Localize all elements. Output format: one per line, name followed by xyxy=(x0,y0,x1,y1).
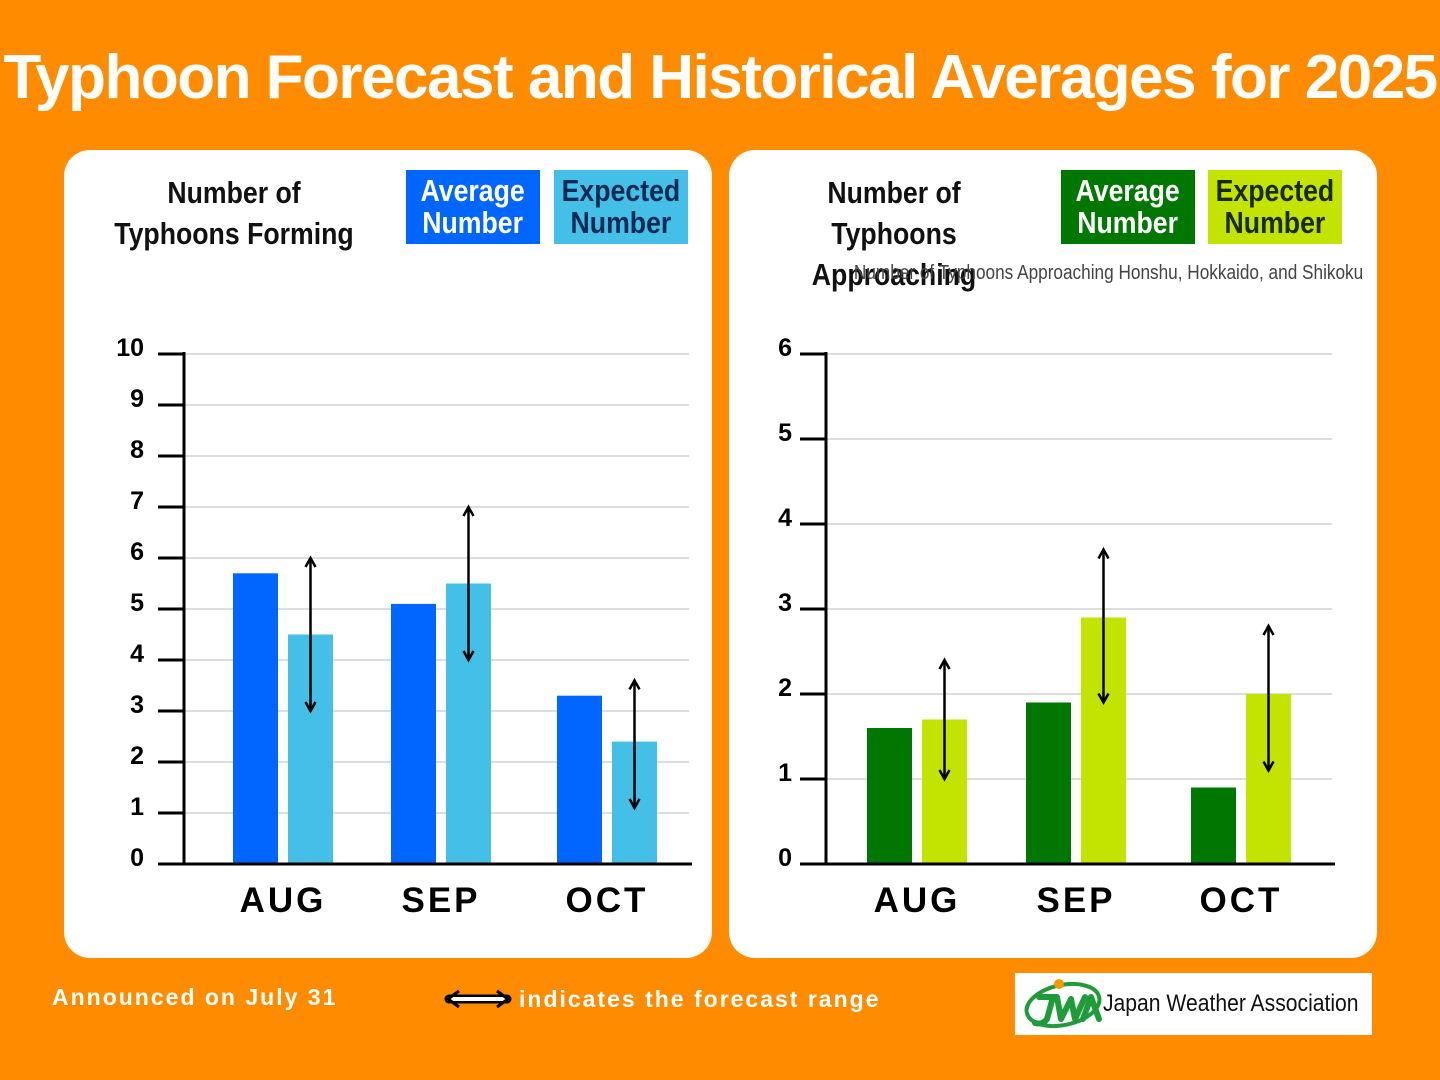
average-bar xyxy=(557,695,602,864)
y-tick-label: 10 xyxy=(116,334,144,362)
forming-chart-panel: Number of Typhoons Forming Average Numbe… xyxy=(64,150,712,958)
approaching-bar-chart: 0 1 2 3 4 5 6 AUG SEP OCT xyxy=(778,334,1335,920)
y-tick-label: 4 xyxy=(130,640,144,668)
forecast-range-head-bottom xyxy=(628,798,641,811)
average-bar xyxy=(391,603,436,864)
approaching-title-line1: Number of xyxy=(827,175,961,210)
legend-expected-forming-line2: Number xyxy=(570,205,672,240)
legend-average-forming-line1: Average xyxy=(420,173,526,208)
jwa-logo-text: Japan Weather Association xyxy=(1103,990,1359,1017)
average-bar xyxy=(1191,787,1236,864)
jwa-logo-icon xyxy=(1024,979,1102,1029)
forecast-range-note: indicates the forecast range xyxy=(519,986,881,1012)
approaching-chart-note: Number of Typhoons Approaching Honshu, H… xyxy=(853,262,1363,284)
average-bar xyxy=(867,728,912,864)
forecast-range-arrow xyxy=(1262,623,1275,774)
forecast-range-arrow xyxy=(1097,546,1110,706)
forecast-range-head-bottom xyxy=(1097,692,1110,706)
forecast-range-arrow xyxy=(938,657,951,782)
forecast-range-head-bottom xyxy=(304,701,317,714)
y-tick-label: 8 xyxy=(130,436,144,464)
y-tick-label: 6 xyxy=(130,538,144,566)
average-bar xyxy=(1026,702,1071,864)
forecast-range-head-top xyxy=(462,504,475,517)
y-tick-label: 0 xyxy=(778,844,792,872)
legend-average-forming-line2: Number xyxy=(422,205,524,240)
forming-chart-title: Number of Typhoons Forming xyxy=(114,172,355,254)
forming-title-line1: Number of xyxy=(167,175,301,210)
y-tick-label: 3 xyxy=(130,691,144,719)
legend-average-approaching-line1: Average xyxy=(1075,173,1181,208)
forecast-range-head-bottom xyxy=(1262,760,1275,774)
legend-expected-forming: Expected Number xyxy=(554,170,688,244)
y-tick-label: 0 xyxy=(130,844,144,872)
double-arrow-icon xyxy=(444,989,512,1009)
forming-title-line2: Typhoons Forming xyxy=(114,216,354,251)
forecast-range-head-top xyxy=(1097,546,1110,560)
legend-expected-approaching-line1: Expected xyxy=(1215,173,1335,208)
y-tick-label: 5 xyxy=(130,589,144,617)
x-category-label: OCT xyxy=(566,881,649,920)
y-tick-label: 5 xyxy=(778,419,792,447)
y-tick-label: 6 xyxy=(778,334,792,362)
legend-average-approaching-line2: Number xyxy=(1077,205,1179,240)
forecast-range-head-top xyxy=(628,677,641,691)
average-bar xyxy=(233,573,278,864)
forecast-range-arrow xyxy=(304,555,317,714)
forecast-range-arrow xyxy=(628,677,641,811)
y-tick-label: 1 xyxy=(778,759,792,787)
y-tick-label: 3 xyxy=(778,589,792,617)
approaching-chart-title: Number of Typhoons Approaching xyxy=(756,172,1033,295)
y-tick-label: 9 xyxy=(130,385,144,413)
legend-expected-approaching: Expected Number xyxy=(1208,170,1342,244)
y-tick-label: 1 xyxy=(130,793,144,821)
x-category-label: AUG xyxy=(874,881,961,920)
forming-bar-chart: 0 1 2 3 4 5 6 7 8 9 10 AUG SEP OCT xyxy=(116,334,692,920)
legend-average-forming: Average Number xyxy=(406,170,540,244)
announced-date: Announced on July 31 xyxy=(52,984,338,1010)
forecast-range-head-top xyxy=(1262,623,1275,636)
legend-expected-approaching-line2: Number xyxy=(1224,205,1326,240)
forecast-range-arrow xyxy=(462,504,475,663)
forecast-range-head-top xyxy=(304,555,317,568)
x-category-label: OCT xyxy=(1200,881,1283,920)
x-category-label: AUG xyxy=(240,881,327,920)
forecast-range-head-top xyxy=(938,657,951,670)
approaching-title-line2: Typhoons Approaching xyxy=(811,216,977,292)
approaching-chart-panel: Number of Typhoons Approaching Average N… xyxy=(729,150,1377,958)
legend-expected-forming-line1: Expected xyxy=(561,173,681,208)
forecast-range-head-bottom xyxy=(462,650,475,663)
forecast-range-head-bottom xyxy=(938,769,951,782)
y-tick-label: 7 xyxy=(130,487,144,515)
page-title: Typhoon Forecast and Historical Averages… xyxy=(3,43,1438,112)
y-tick-label: 4 xyxy=(778,504,792,532)
y-tick-label: 2 xyxy=(130,742,144,770)
y-tick-label: 2 xyxy=(778,674,792,702)
x-category-label: SEP xyxy=(401,881,480,920)
x-category-label: SEP xyxy=(1036,881,1115,920)
jwa-logo: Japan Weather Association xyxy=(1015,973,1372,1035)
legend-average-approaching: Average Number xyxy=(1061,170,1195,244)
